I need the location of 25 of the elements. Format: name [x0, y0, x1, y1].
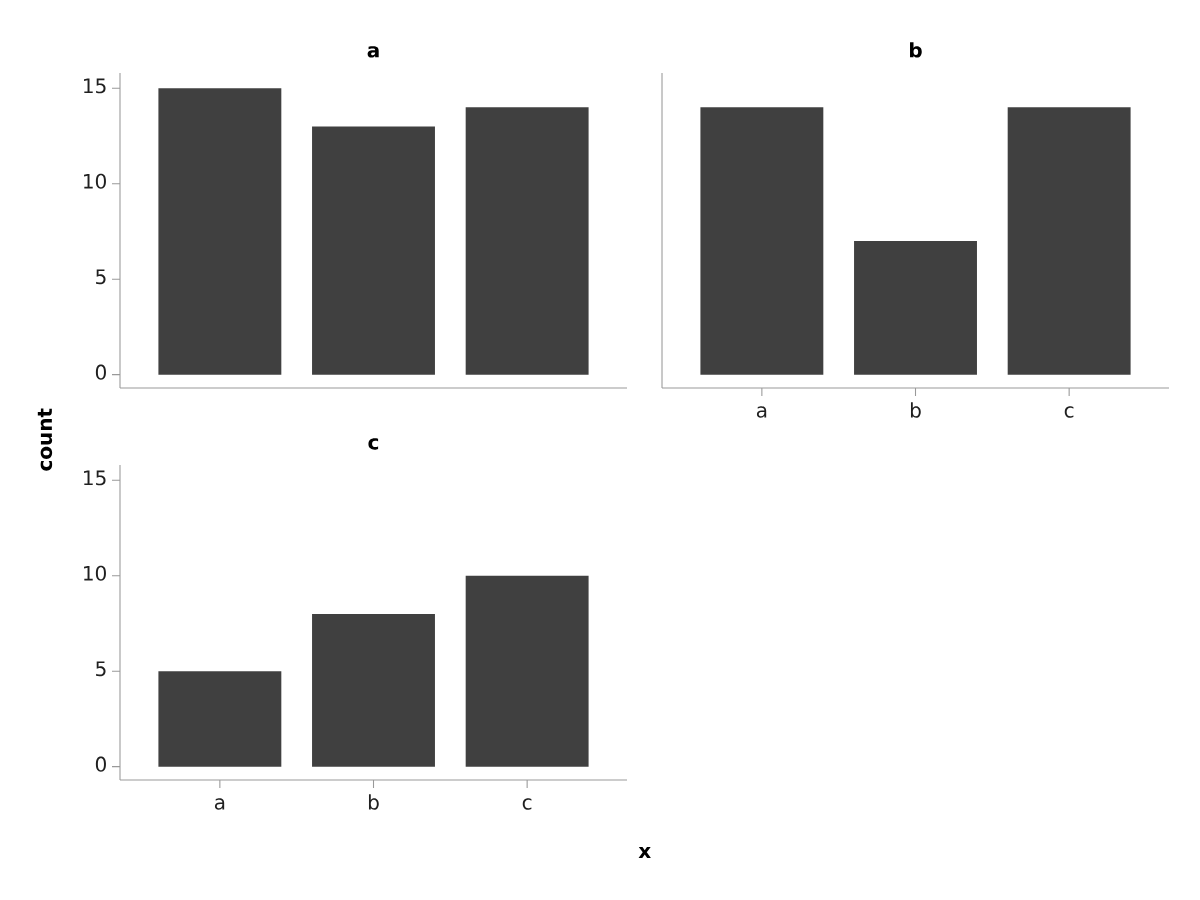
- bar: [158, 88, 282, 375]
- y-tick-label: 0: [95, 364, 106, 380]
- bar: [158, 671, 282, 767]
- x-tick-label: b: [368, 794, 379, 810]
- x-tick-label: c: [522, 798, 532, 810]
- bar: [312, 126, 435, 375]
- y-tick-label: 5: [96, 269, 106, 285]
- y-tick-label: 10: [84, 173, 106, 189]
- y-tick-label: 5: [96, 661, 106, 677]
- x-tick-label: b: [910, 402, 921, 418]
- bar: [465, 107, 589, 375]
- y-tick-label: 10: [84, 565, 106, 581]
- x-tick-label: a: [214, 798, 225, 810]
- y-tick-label: 15: [84, 78, 106, 94]
- y-axis-title: count: [37, 408, 53, 471]
- y-tick-label: 15: [84, 470, 106, 486]
- chart-title: c: [368, 438, 379, 450]
- bar: [465, 575, 589, 767]
- bar: [312, 613, 435, 767]
- chart-title: b: [910, 42, 922, 58]
- y-tick-label: 0: [95, 756, 106, 772]
- x-tick-label: a: [756, 406, 767, 418]
- x-axis-title: x: [638, 846, 651, 858]
- x-tick-label: c: [1064, 406, 1074, 418]
- chart-title: a: [367, 46, 379, 58]
